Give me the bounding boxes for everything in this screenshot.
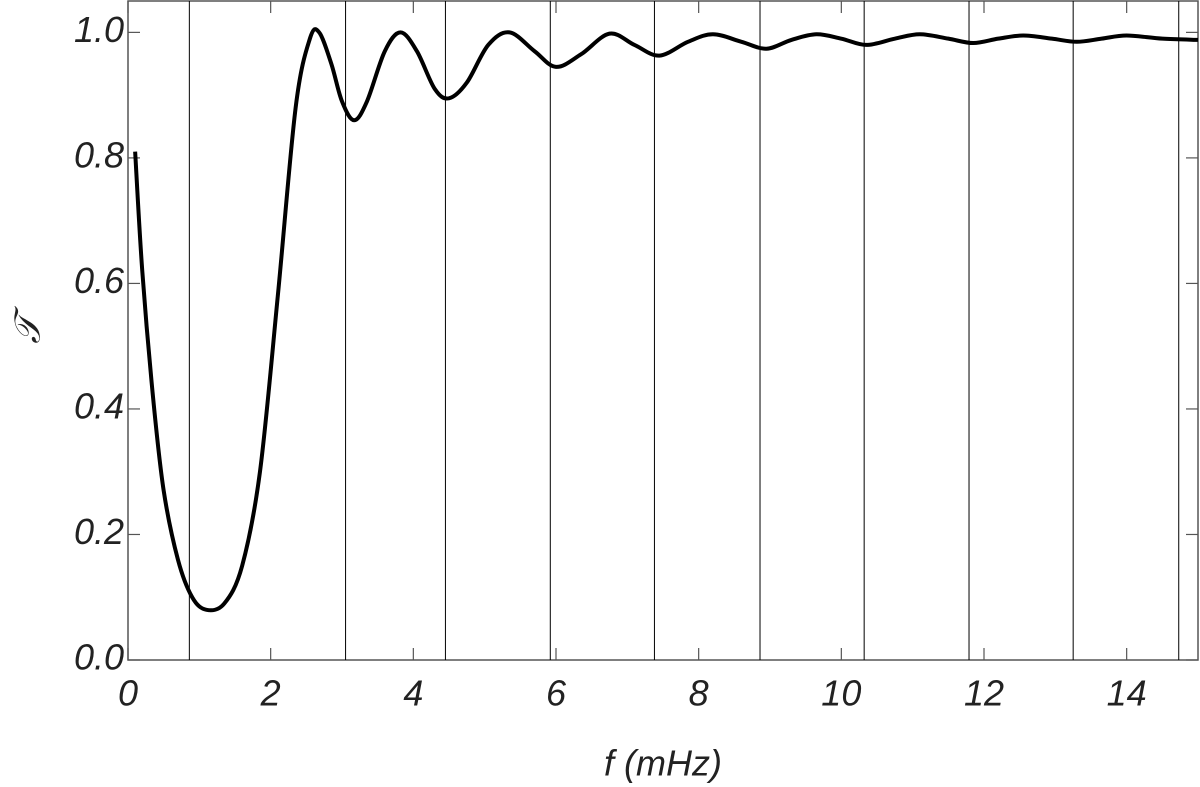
data-line: [133, 27, 1199, 613]
x-tick-label: 0: [118, 673, 138, 714]
x-tick-label: 4: [403, 673, 423, 714]
x-tick-label: 6: [546, 673, 567, 714]
y-tick-label: 1.0: [74, 9, 124, 50]
x-tick-label: 8: [689, 673, 709, 714]
x-tick-label: 14: [1107, 673, 1147, 714]
y-axis-title: 𝒯: [7, 306, 48, 344]
y-tick-label: 0.0: [74, 637, 124, 678]
x-tick-label: 2: [260, 673, 281, 714]
y-tick-label: 0.2: [74, 511, 124, 552]
y-tick-label: 0.4: [74, 385, 124, 426]
plot-frame: [127, 0, 1199, 661]
y-tick-label: 0.6: [74, 260, 125, 301]
x-axis-title: f (mHz): [604, 743, 722, 784]
y-tick-label: 0.8: [74, 134, 124, 175]
x-tick-label: 10: [821, 673, 861, 714]
x-tick-label: 12: [964, 673, 1004, 714]
